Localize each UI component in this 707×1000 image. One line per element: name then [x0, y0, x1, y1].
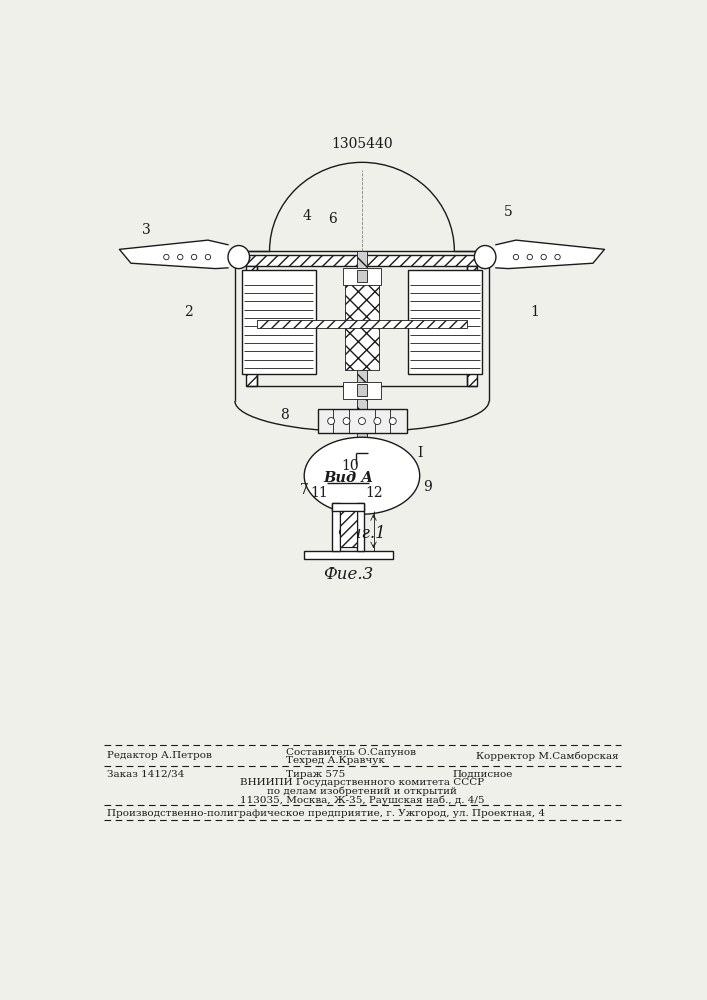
Text: 1305440: 1305440 — [331, 137, 393, 151]
Text: 1: 1 — [531, 306, 539, 320]
Bar — [345, 274, 379, 370]
Ellipse shape — [304, 437, 420, 514]
Text: 3: 3 — [142, 223, 151, 237]
Text: Фие.3: Фие.3 — [323, 566, 373, 583]
Ellipse shape — [474, 246, 496, 269]
Text: 12: 12 — [366, 486, 383, 500]
Text: 10: 10 — [341, 460, 359, 474]
Bar — [357, 251, 366, 440]
Bar — [242, 270, 316, 374]
Circle shape — [327, 418, 334, 425]
Bar — [339, 511, 356, 547]
Text: 113035, Москва, Ж-35, Раушская наб., д. 4/5: 113035, Москва, Ж-35, Раушская наб., д. … — [240, 795, 484, 805]
Circle shape — [374, 418, 381, 425]
Text: Подписное: Подписное — [452, 770, 513, 779]
Text: 9: 9 — [423, 480, 432, 494]
Circle shape — [343, 418, 350, 425]
Bar — [257, 320, 467, 328]
Text: Производственно-полиграфическое предприятие, г. Ужгород, ул. Проектная, 4: Производственно-полиграфическое предприя… — [107, 809, 545, 818]
Bar — [343, 382, 381, 399]
Bar — [318, 409, 407, 433]
Bar — [332, 503, 339, 551]
Bar — [467, 266, 477, 386]
Text: Составитель О.Сапунов: Составитель О.Сапунов — [286, 748, 416, 757]
Bar — [356, 384, 368, 396]
Text: 8: 8 — [281, 408, 289, 422]
Text: Корректор М.Самборская: Корректор М.Самборская — [476, 751, 619, 761]
Text: Техред А.Кравчук: Техред А.Кравчук — [286, 756, 385, 765]
Text: 5: 5 — [504, 205, 513, 219]
Text: Фиг.1: Фиг.1 — [337, 525, 386, 542]
Text: ВНИИПИ Государственного комитета СССР: ВНИИПИ Государственного комитета СССР — [240, 778, 484, 787]
Text: 2: 2 — [185, 306, 193, 320]
Text: 6: 6 — [328, 212, 337, 226]
Circle shape — [358, 418, 366, 425]
Polygon shape — [496, 240, 604, 269]
Text: 11: 11 — [311, 486, 329, 500]
Bar — [343, 268, 381, 285]
Bar — [332, 503, 364, 511]
Text: Заказ 1412/34: Заказ 1412/34 — [107, 770, 185, 779]
Bar — [247, 255, 477, 266]
Polygon shape — [119, 240, 228, 269]
Circle shape — [390, 418, 396, 425]
Bar — [304, 551, 393, 559]
Text: Редактор А.Петров: Редактор А.Петров — [107, 751, 212, 760]
Bar — [247, 266, 257, 386]
Text: по делам изобретений и открытий: по делам изобретений и открытий — [267, 787, 457, 796]
Text: 4: 4 — [302, 209, 311, 223]
Bar — [408, 270, 482, 374]
Text: 7: 7 — [300, 483, 309, 497]
Text: Тираж 575: Тираж 575 — [286, 770, 346, 779]
Bar — [356, 503, 364, 551]
Bar — [356, 270, 368, 282]
Text: I: I — [417, 446, 422, 460]
Ellipse shape — [228, 246, 250, 269]
Text: Вид А: Вид А — [323, 471, 373, 485]
